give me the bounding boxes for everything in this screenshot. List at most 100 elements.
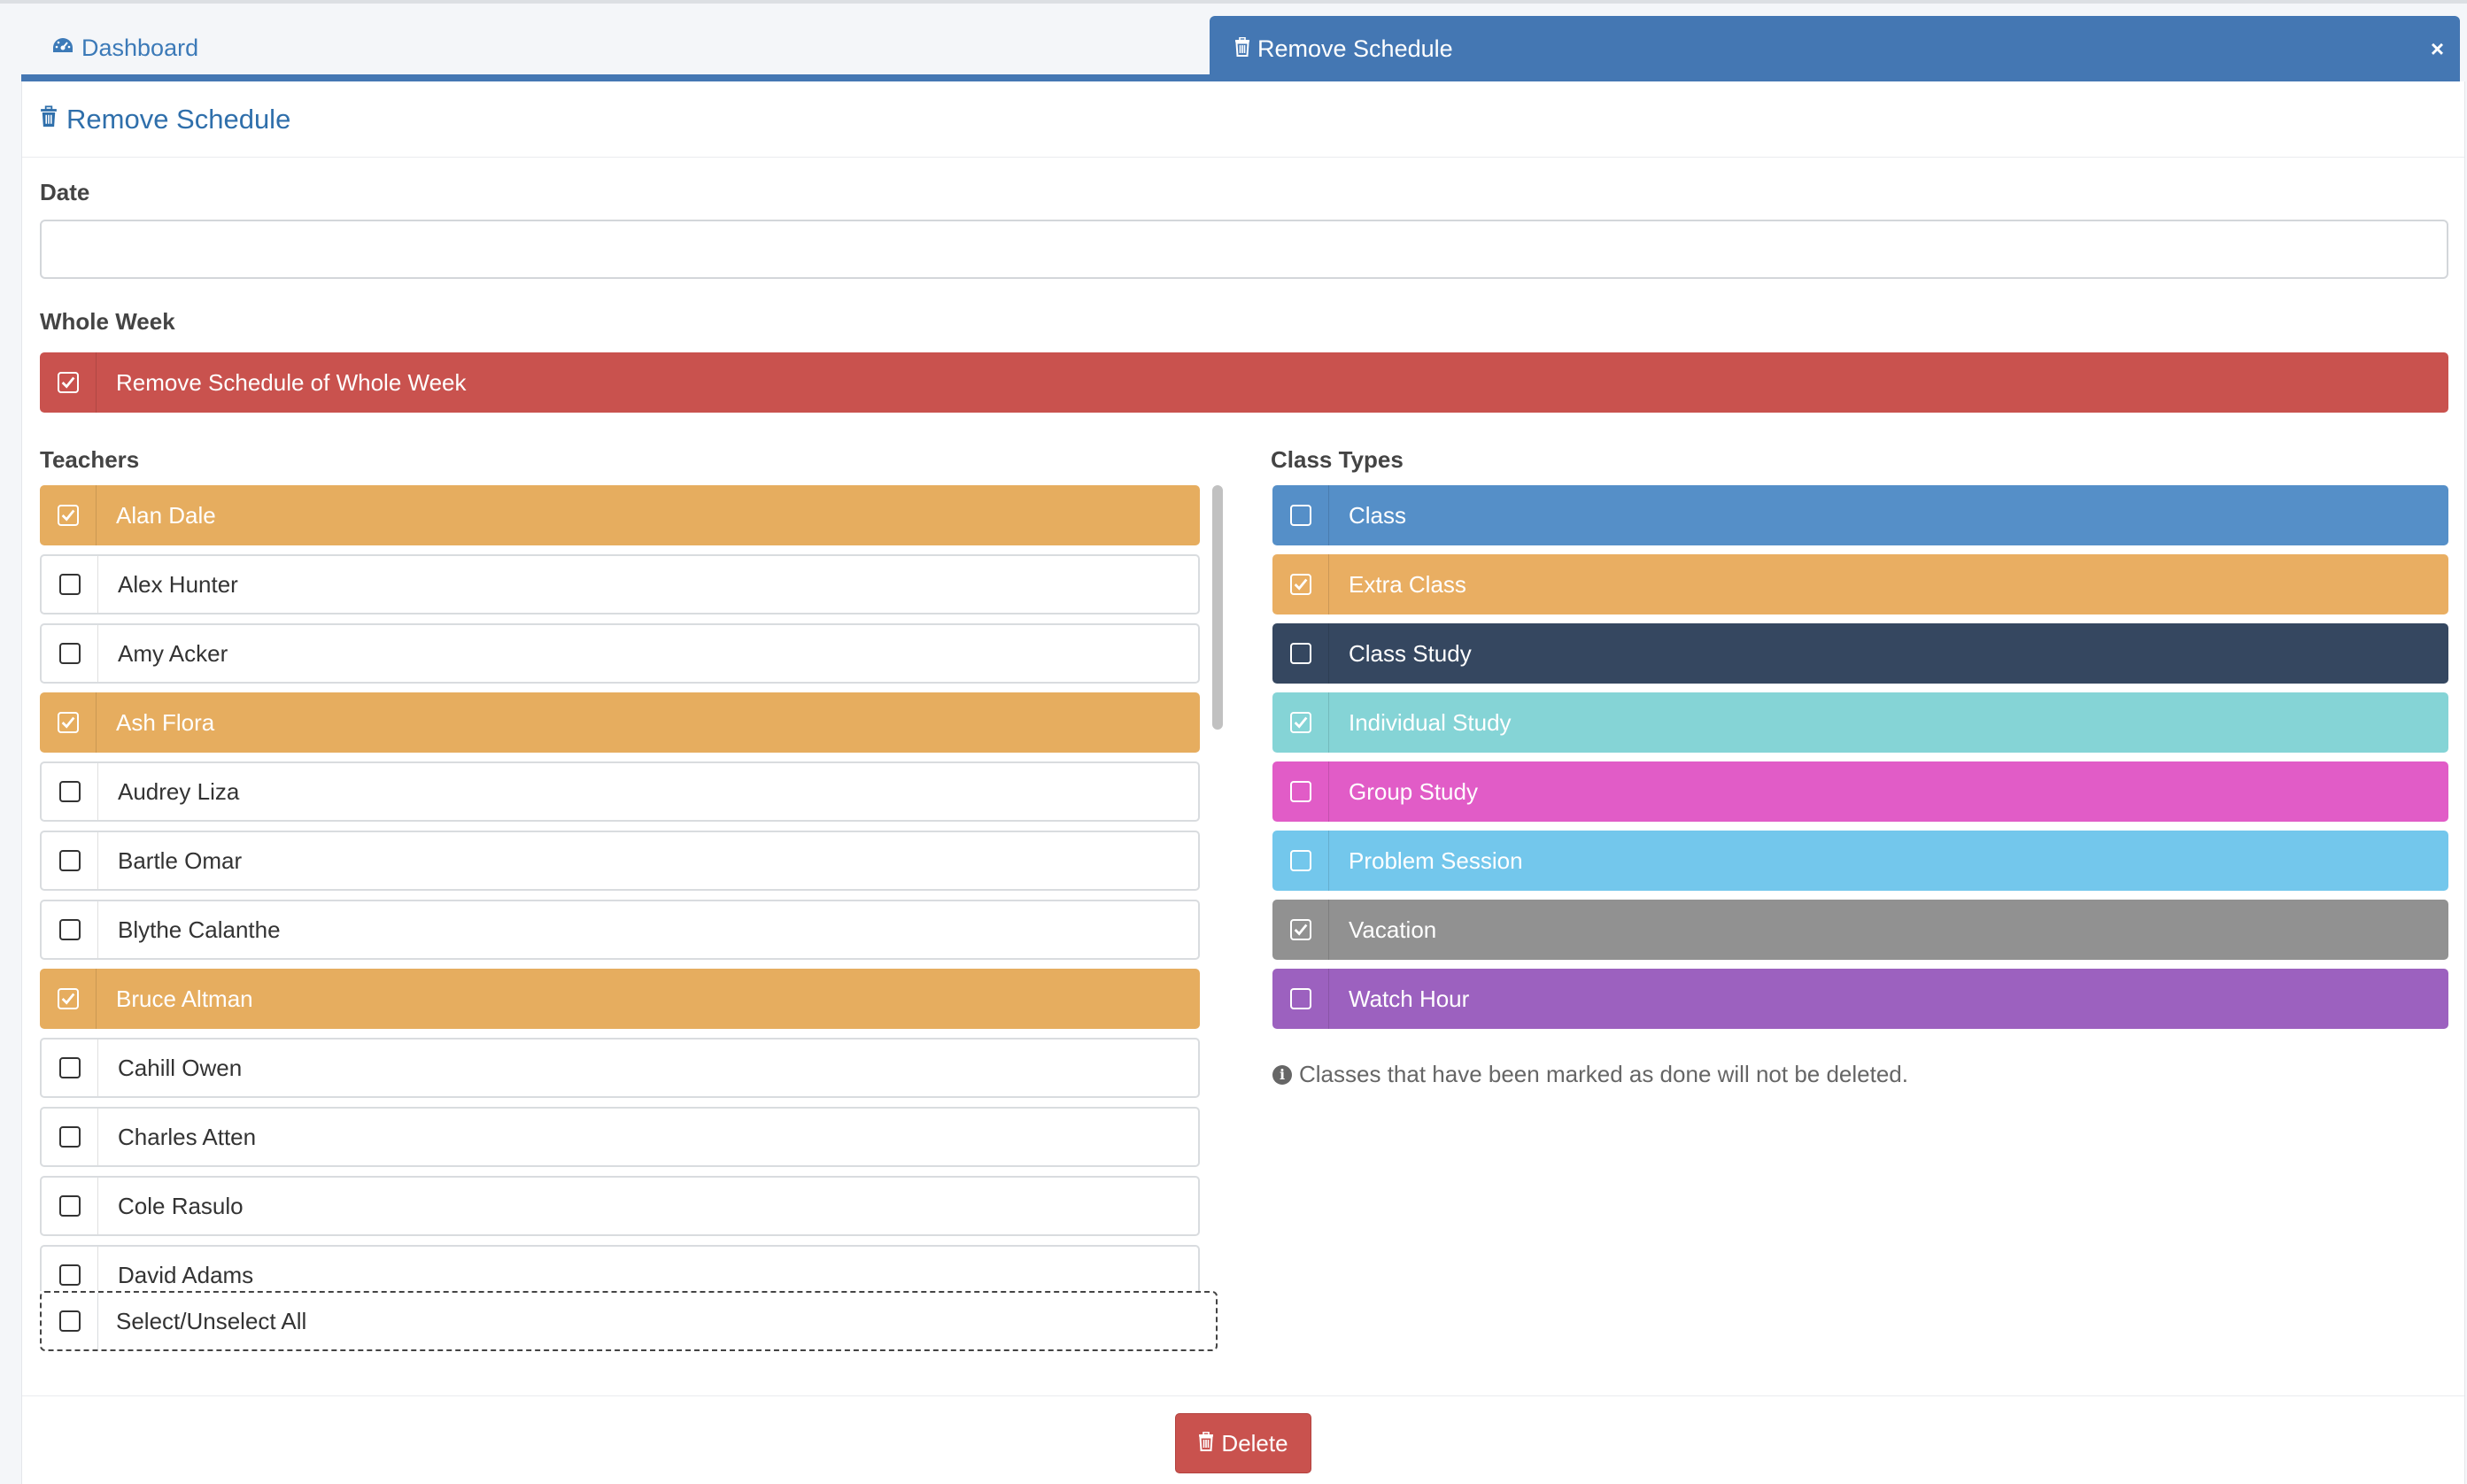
dashboard-icon [51, 35, 74, 62]
select-all-checkbox[interactable]: Select/Unselect All [40, 1291, 1218, 1351]
class-type-option-group-study[interactable]: Group Study [1272, 761, 2448, 822]
class-type-option-class[interactable]: Class [1272, 485, 2448, 545]
teacher-option-label: Audrey Liza [118, 777, 240, 805]
teacher-option-bruce-altman[interactable]: Bruce Altman [40, 969, 1200, 1029]
teacher-option-cole-rasulo[interactable]: Cole Rasulo [40, 1176, 1200, 1236]
check-icon [1289, 919, 1311, 940]
check-icon [57, 988, 79, 1009]
info-note-text: Classes that have been marked as done wi… [1299, 1061, 1908, 1087]
checkbox-cell [42, 1293, 98, 1349]
checkbox-cell [40, 969, 97, 1029]
teacher-option-label: Bruce Altman [116, 985, 253, 1012]
tab-dashboard[interactable]: Dashboard [51, 30, 198, 66]
class-type-option-individual-study[interactable]: Individual Study [1272, 692, 2448, 753]
check-icon [57, 505, 79, 526]
checkbox-cell [40, 485, 97, 545]
close-icon[interactable]: × [2430, 35, 2444, 62]
check-icon [1289, 712, 1311, 733]
checkbox-icon [58, 1264, 81, 1286]
teacher-option-david-adams[interactable]: David Adams [40, 1245, 1200, 1291]
checkbox-cell [42, 1247, 98, 1291]
teacher-option-label: Amy Acker [118, 639, 228, 667]
class-type-option-label: Individual Study [1349, 708, 1512, 736]
checkbox-cell [1272, 485, 1329, 545]
class-type-option-label: Group Study [1349, 777, 1478, 805]
whole-week-label: Whole Week [40, 308, 175, 335]
class-type-option-problem-session[interactable]: Problem Session [1272, 831, 2448, 891]
checkbox-cell [42, 901, 98, 958]
teacher-option-label: Ash Flora [116, 708, 215, 736]
check-icon [57, 372, 79, 393]
class-type-option-class-study[interactable]: Class Study [1272, 623, 2448, 684]
class-type-option-watch-hour[interactable]: Watch Hour [1272, 969, 2448, 1029]
footer-divider [22, 1395, 2464, 1396]
class-type-option-extra-class[interactable]: Extra Class [1272, 554, 2448, 614]
class-type-option-label: Class [1349, 501, 1407, 529]
class-type-option-label: Watch Hour [1349, 985, 1470, 1012]
whole-week-checkbox[interactable]: Remove Schedule of Whole Week [40, 352, 2448, 413]
class-types-label: Class Types [1271, 446, 1404, 473]
teacher-option-label: Bartle Omar [118, 846, 243, 874]
teacher-option-label: Alex Hunter [118, 570, 238, 598]
teacher-option-charles-atten[interactable]: Charles Atten [40, 1107, 1200, 1167]
date-label: Date [40, 179, 90, 205]
teacher-option-blythe-calanthe[interactable]: Blythe Calanthe [40, 900, 1200, 960]
tab-bar: Dashboard Remove Schedule × [21, 16, 2460, 81]
checkbox-icon [58, 781, 81, 802]
checkbox-icon [58, 643, 81, 664]
checkbox-cell [1272, 900, 1329, 960]
checkbox-icon [1289, 988, 1311, 1009]
class-type-option-label: Vacation [1349, 916, 1437, 943]
checkbox-cell [42, 556, 98, 613]
checkbox-cell [42, 1178, 98, 1234]
checkbox-cell [42, 832, 98, 889]
checkbox-icon [58, 1126, 81, 1148]
checkbox-cell [1272, 761, 1329, 822]
checkbox-cell [42, 763, 98, 820]
checkbox-icon [1289, 850, 1311, 871]
panel-header: Remove Schedule [22, 81, 2464, 158]
teacher-option-label: Cole Rasulo [118, 1192, 244, 1219]
teacher-option-ash-flora[interactable]: Ash Flora [40, 692, 1200, 753]
checkbox-icon [58, 919, 81, 940]
tab-dashboard-label: Dashboard [81, 34, 199, 61]
select-all-label: Select/Unselect All [116, 1307, 307, 1334]
teachers-scrollbar[interactable] [1212, 485, 1223, 730]
teacher-option-amy-acker[interactable]: Amy Acker [40, 623, 1200, 684]
class-type-option-vacation[interactable]: Vacation [1272, 900, 2448, 960]
checkbox-cell [1272, 623, 1329, 684]
class-type-option-label: Extra Class [1349, 570, 1466, 598]
page-title: Remove Schedule [66, 103, 291, 135]
teachers-list[interactable]: Alan Dale Alex Hunter Amy Acker Ash Flora Au… [40, 485, 1209, 1291]
trash-icon [40, 104, 58, 135]
class-type-option-label: Class Study [1349, 639, 1472, 667]
checkbox-cell [42, 625, 98, 682]
checkbox-cell [40, 692, 97, 753]
teacher-option-label: David Adams [118, 1261, 254, 1288]
teachers-label: Teachers [40, 446, 140, 473]
whole-week-option-label: Remove Schedule of Whole Week [116, 368, 467, 396]
checkbox-cell [42, 1040, 98, 1096]
checkbox-cell [1272, 831, 1329, 891]
checkbox-cell [40, 352, 97, 413]
date-input[interactable] [40, 220, 2448, 279]
checkbox-cell [1272, 692, 1329, 753]
teacher-option-cahill-owen[interactable]: Cahill Owen [40, 1038, 1200, 1098]
teacher-option-label: Cahill Owen [118, 1054, 243, 1081]
teacher-option-audrey-liza[interactable]: Audrey Liza [40, 761, 1200, 822]
top-border [0, 0, 2467, 4]
remove-schedule-panel: Remove Schedule Date Whole Week Remove S… [21, 81, 2465, 1484]
teacher-option-alan-dale[interactable]: Alan Dale [40, 485, 1200, 545]
checkbox-icon [58, 1057, 81, 1078]
teacher-option-bartle-omar[interactable]: Bartle Omar [40, 831, 1200, 891]
teacher-option-label: Alan Dale [116, 501, 216, 529]
delete-button[interactable]: Delete [1175, 1413, 1311, 1473]
teacher-option-label: Blythe Calanthe [118, 916, 281, 943]
checkbox-cell [42, 1109, 98, 1165]
info-icon: i [1272, 1064, 1292, 1085]
teacher-option-alex-hunter[interactable]: Alex Hunter [40, 554, 1200, 614]
checkbox-icon [58, 574, 81, 595]
teacher-option-label: Charles Atten [118, 1123, 257, 1150]
tab-remove-schedule[interactable]: Remove Schedule × [1210, 16, 2460, 81]
checkbox-icon [58, 850, 81, 871]
